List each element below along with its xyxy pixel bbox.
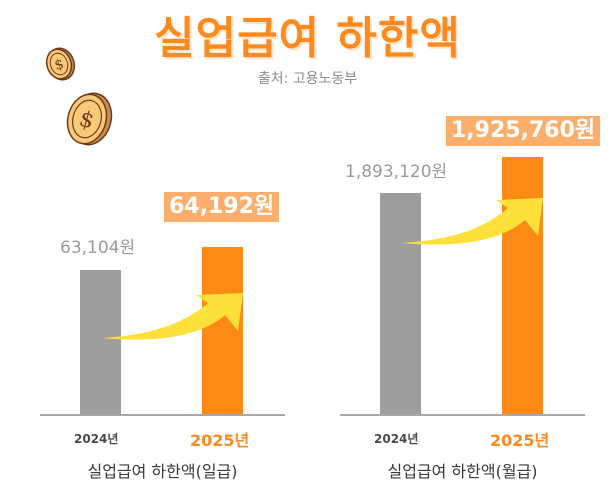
x-label-2025: 2025년 [490, 431, 550, 450]
x-label-2025: 2025년 [190, 431, 250, 450]
x-axis-line [40, 414, 285, 416]
x-axis-line [340, 414, 585, 416]
page-title: 실업급여 하한액 [154, 13, 461, 64]
x-label-2024: 2024년 [374, 432, 419, 446]
value-label-2024: 63,104원 [60, 238, 136, 258]
chart-caption: 실업급여 하한액(월급) [387, 462, 538, 481]
bar-2024 [380, 193, 421, 415]
source-note: 출처: 고용노동부 [257, 71, 358, 87]
x-label-2024: 2024년 [74, 432, 119, 446]
svg-text:$: $ [77, 107, 97, 135]
bar-2025 [202, 247, 243, 415]
growth-arrow-icon [102, 293, 243, 340]
growth-arrow-icon [402, 198, 543, 245]
value-label-2025-highlight: 64,192원 [164, 192, 280, 222]
coin-icon-large: $ [66, 92, 113, 146]
bar-2024 [80, 270, 121, 415]
value-label-2025-highlight: 1,925,760원 [446, 116, 601, 146]
coin-icon-small: $ [45, 47, 76, 81]
chart-caption: 실업급여 하한액(일급) [87, 462, 238, 481]
value-label-2024: 1,893,120원 [345, 162, 448, 182]
